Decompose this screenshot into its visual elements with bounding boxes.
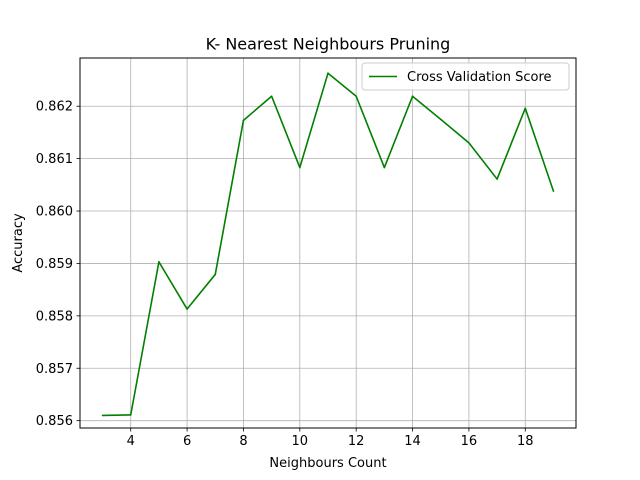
data-point bbox=[383, 166, 386, 169]
y-tick-label: 0.860 bbox=[36, 205, 73, 220]
data-point bbox=[355, 95, 357, 98]
data-point bbox=[327, 72, 329, 74]
chart-title: K- Nearest Neighbours Pruning bbox=[206, 35, 451, 54]
plot-frame bbox=[79, 57, 577, 429]
data-point bbox=[186, 308, 188, 310]
legend-label: Cross Validation Score bbox=[407, 70, 552, 85]
data-point bbox=[496, 178, 498, 180]
x-tick-label: 16 bbox=[461, 434, 478, 449]
y-axis-label: Accuracy bbox=[11, 213, 26, 273]
x-tick-label: 10 bbox=[292, 434, 309, 449]
x-tick-label: 12 bbox=[348, 434, 365, 449]
data-point bbox=[270, 95, 273, 98]
x-tick-label: 18 bbox=[517, 434, 534, 449]
data-point bbox=[129, 414, 132, 416]
data-point bbox=[299, 166, 301, 169]
y-tick-label: 0.862 bbox=[36, 100, 73, 115]
x-axis-ticks: 4 6 8 10 12 14 16 18 bbox=[127, 428, 534, 449]
data-point bbox=[552, 190, 555, 192]
legend-box bbox=[361, 62, 570, 91]
data-point bbox=[101, 414, 104, 417]
data-point bbox=[524, 107, 527, 110]
series-layer bbox=[101, 72, 555, 417]
y-tick-label: 0.859 bbox=[36, 257, 73, 272]
y-tick-label: 0.856 bbox=[36, 414, 73, 429]
x-tick-label: 14 bbox=[404, 434, 421, 449]
x-tick-label: 8 bbox=[239, 434, 247, 449]
x-axis-label: Neighbours Count bbox=[269, 456, 386, 471]
data-point bbox=[242, 119, 245, 122]
data-point bbox=[214, 273, 217, 276]
data-point bbox=[439, 118, 442, 121]
data-point bbox=[158, 261, 160, 263]
y-axis-ticks: 0.856 0.857 0.858 0.859 0.860 0.861 0.862 bbox=[36, 100, 80, 429]
x-tick-label: 4 bbox=[127, 434, 135, 449]
x-tick-label: 6 bbox=[183, 434, 191, 449]
data-point bbox=[411, 95, 414, 98]
legend: Cross Validation Score bbox=[361, 62, 570, 91]
y-tick-label: 0.861 bbox=[36, 152, 73, 167]
data-point bbox=[468, 142, 470, 144]
y-tick-label: 0.858 bbox=[36, 309, 73, 324]
y-tick-label: 0.857 bbox=[36, 362, 73, 377]
